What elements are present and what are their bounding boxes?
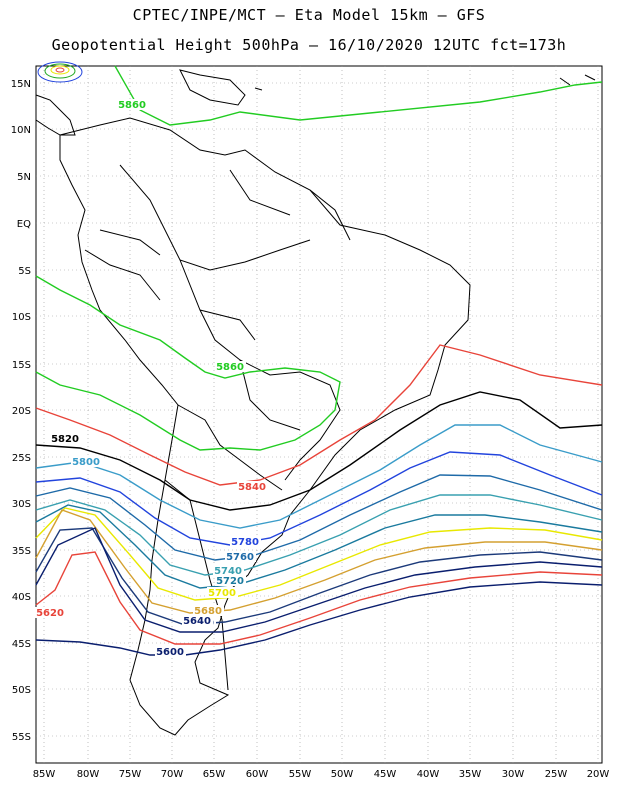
contour-label-5720: 5720: [216, 576, 244, 587]
contour-label-5740: 5740: [214, 566, 242, 577]
contour-line-5740: [35, 494, 603, 576]
lon-label: 80W: [77, 769, 100, 780]
lon-label: 50W: [331, 769, 354, 780]
contour-label-5600: 5600: [156, 647, 184, 658]
contour-line-5700: [35, 507, 603, 601]
lon-label: 55W: [289, 769, 312, 780]
lat-label: 15N: [11, 79, 31, 90]
island-coastline: [179, 69, 246, 106]
contour-line-5760: [35, 474, 603, 561]
axis-ticks: 15N 10N 5N EQ 5S 10S 15S 20S 25S 30S 35S 40S 45S 50S 5…: [11, 79, 610, 780]
contour-line-5640: [35, 527, 603, 633]
lat-label: EQ: [17, 219, 31, 230]
lat-label: 10N: [11, 125, 31, 136]
contour-line-5600: [35, 581, 603, 656]
contour-label-5860: 5860: [216, 362, 244, 373]
lon-label: 35W: [459, 769, 482, 780]
contour-line-5860: [35, 275, 341, 451]
contour-label-5820: 5820: [51, 434, 79, 445]
lat-label: 20S: [12, 406, 31, 417]
contour-label-5780: 5780: [231, 537, 259, 548]
lat-label: 15S: [12, 360, 31, 371]
lat-lon-grid: [36, 66, 602, 763]
lat-label: 25S: [12, 453, 31, 464]
lat-label: 55S: [12, 732, 31, 743]
lon-label: 45W: [374, 769, 397, 780]
contour-line-5820: [35, 391, 603, 511]
caribbean-islands: [254, 74, 596, 91]
central-america-coastline: [35, 94, 76, 136]
lon-label: 70W: [161, 769, 184, 780]
map-frame: [35, 65, 603, 764]
south-america-coastline: [59, 117, 471, 736]
lat-label: 10S: [12, 312, 31, 323]
contour-line-5860: [114, 65, 603, 126]
contour-line-5620: [35, 551, 603, 645]
lat-label: 40S: [12, 592, 31, 603]
contour-label-5760: 5760: [226, 552, 254, 563]
contour-line-5720: [35, 504, 603, 589]
contour-label-5800: 5800: [72, 457, 100, 468]
contour-label-5860: 5860: [118, 100, 146, 111]
lat-label: 5S: [18, 266, 31, 277]
lat-label: 5N: [17, 172, 31, 183]
lat-label: 35S: [12, 546, 31, 557]
cyclone-center-icon: [37, 61, 83, 83]
lat-label: 50S: [12, 685, 31, 696]
lat-label: 45S: [12, 639, 31, 650]
contour-label-5620: 5620: [36, 608, 64, 619]
contour-line-5660: [35, 527, 603, 626]
lon-label: 75W: [119, 769, 142, 780]
lon-label: 25W: [545, 769, 568, 780]
lon-label: 65W: [203, 769, 226, 780]
contour-line-5780: [35, 451, 603, 546]
lon-label: 40W: [417, 769, 440, 780]
contour-label-5840: 5840: [238, 482, 266, 493]
lon-label: 20W: [587, 769, 610, 780]
country-borders: [84, 164, 351, 691]
lon-label: 60W: [246, 769, 269, 780]
contour-label-5680: 5680: [194, 606, 222, 617]
lat-label: 30S: [12, 499, 31, 510]
contour-label-5640: 5640: [183, 616, 211, 627]
lon-label: 30W: [502, 769, 525, 780]
title-line-1: CPTEC/INPE/MCT – Eta Model 15km – GFS: [132, 6, 486, 24]
contour-labels: 5860 5860 5840 5820 5800 5780 5760 574057205700…: [35, 99, 268, 658]
coastlines: [35, 69, 596, 736]
contour-line-5680: [35, 509, 603, 614]
contour-lines: [35, 65, 603, 656]
title-line-2: Geopotential Height 500hPa – 16/10/2020 …: [51, 36, 567, 54]
contour-line-5800: [35, 424, 603, 529]
lon-label: 85W: [33, 769, 56, 780]
contour-label-5700: 5700: [208, 588, 236, 599]
contour-line-5840: [35, 344, 603, 486]
